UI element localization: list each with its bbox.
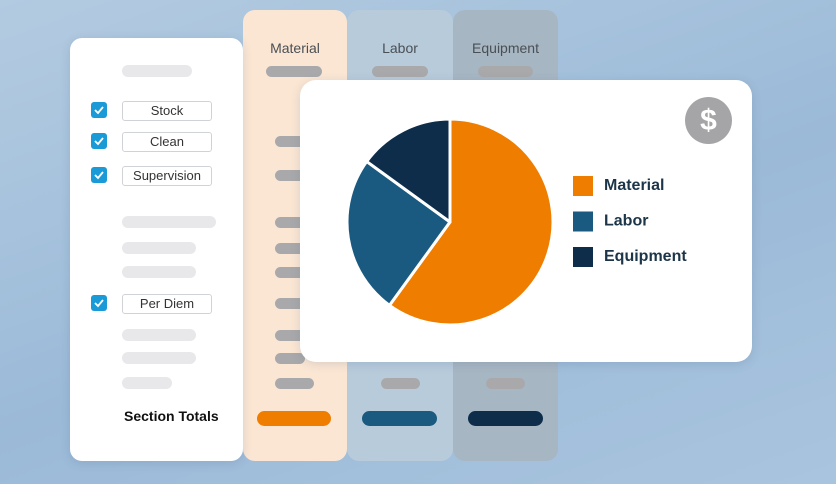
placeholder (122, 329, 196, 341)
placeholder (486, 378, 525, 389)
placeholder (122, 242, 196, 254)
dollar-badge: $ (685, 97, 732, 144)
pie-slice (365, 117, 452, 224)
pie-slice (345, 159, 452, 307)
pie-chart: Material Labor Equipment (345, 117, 687, 327)
placeholder (122, 377, 172, 389)
column-header: Material (270, 40, 320, 56)
column-header: Labor (382, 40, 418, 56)
placeholder (275, 298, 305, 309)
placeholder (275, 353, 305, 364)
checkbox[interactable] (91, 295, 107, 311)
placeholder (122, 216, 216, 228)
checklist-label: Stock (122, 101, 212, 121)
checklist-label: Per Diem (122, 294, 212, 314)
column-header: Equipment (472, 40, 539, 56)
legend-swatch (573, 211, 593, 232)
total-bar (362, 411, 437, 426)
checkbox[interactable] (91, 102, 107, 118)
placeholder (275, 217, 305, 228)
legend-label: Material (604, 177, 664, 194)
legend-swatch (573, 176, 593, 196)
checklist-label: Supervision (122, 166, 212, 186)
placeholder (122, 352, 196, 364)
checkbox[interactable] (91, 167, 107, 183)
total-bar (257, 411, 331, 426)
placeholder (275, 136, 305, 147)
placeholder (275, 267, 305, 278)
placeholder (275, 243, 305, 254)
placeholder (275, 170, 305, 181)
placeholder (122, 65, 192, 77)
placeholder (275, 330, 305, 341)
placeholder (381, 378, 420, 389)
legend-label: Labor (604, 213, 648, 230)
placeholder (372, 66, 428, 77)
placeholder (266, 66, 322, 77)
legend-label: Equipment (604, 248, 687, 265)
placeholder (478, 66, 533, 77)
total-bar (468, 411, 543, 426)
placeholder (122, 266, 196, 278)
pie-slice (387, 117, 555, 327)
checkbox[interactable] (91, 133, 107, 149)
checklist-label: Clean (122, 132, 212, 152)
legend-swatch (573, 247, 593, 267)
section-totals: Section Totals (124, 408, 219, 424)
placeholder (275, 378, 314, 389)
